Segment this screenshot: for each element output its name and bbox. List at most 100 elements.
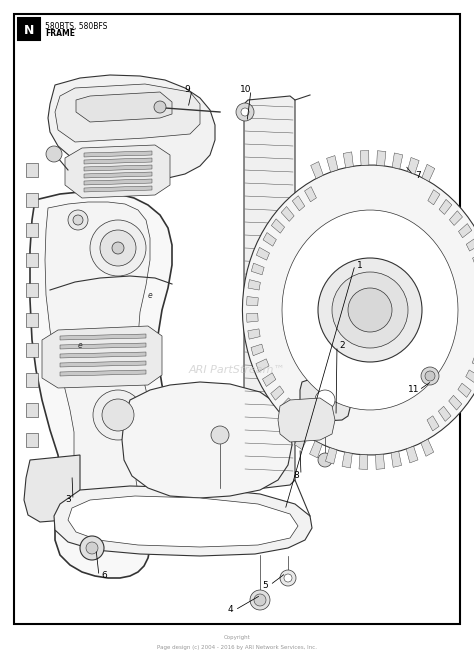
Circle shape [318,258,422,362]
Polygon shape [26,283,38,297]
Polygon shape [439,199,452,214]
Polygon shape [449,210,463,226]
Polygon shape [256,248,270,260]
Circle shape [284,574,292,582]
Polygon shape [48,75,215,178]
Polygon shape [421,439,434,456]
Polygon shape [84,186,152,192]
Text: e: e [78,341,82,349]
Polygon shape [327,155,338,172]
Polygon shape [360,151,369,165]
Text: 10: 10 [240,86,252,94]
Polygon shape [24,455,80,522]
Circle shape [46,146,62,162]
Polygon shape [472,356,474,369]
Circle shape [318,453,332,467]
Text: FRAME: FRAME [45,29,75,39]
Text: 2: 2 [339,341,345,351]
Polygon shape [458,383,471,397]
Polygon shape [263,373,276,386]
Circle shape [332,272,408,348]
Text: 7: 7 [415,171,421,179]
Polygon shape [55,84,200,142]
Polygon shape [256,359,269,372]
Polygon shape [281,398,293,412]
Circle shape [80,536,104,560]
Polygon shape [359,455,368,469]
Polygon shape [438,406,451,422]
Polygon shape [30,192,172,578]
Polygon shape [246,297,258,305]
Polygon shape [76,92,172,122]
Text: 8: 8 [293,471,299,479]
Text: Copyright: Copyright [224,635,250,641]
Polygon shape [294,432,308,450]
Polygon shape [26,253,38,267]
Circle shape [241,108,249,116]
Polygon shape [246,313,258,322]
Circle shape [90,220,146,276]
Polygon shape [449,395,462,410]
Polygon shape [391,452,401,467]
Polygon shape [65,145,170,198]
Polygon shape [292,196,305,211]
Polygon shape [427,416,439,431]
Polygon shape [244,96,295,490]
Text: 4: 4 [227,606,233,614]
Polygon shape [242,165,474,455]
Polygon shape [305,187,317,202]
Polygon shape [271,219,284,233]
Polygon shape [377,151,386,166]
Text: N: N [24,23,34,37]
Circle shape [236,103,254,121]
Text: 580BTS, 580BFS: 580BTS, 580BFS [45,21,108,31]
Polygon shape [26,403,38,417]
FancyBboxPatch shape [14,14,460,624]
Circle shape [315,390,335,410]
Circle shape [102,399,134,431]
Polygon shape [282,210,458,410]
Polygon shape [271,386,284,400]
Polygon shape [26,163,38,177]
Polygon shape [466,238,474,251]
Circle shape [86,542,98,554]
Text: ARI PartStream™: ARI PartStream™ [189,365,285,375]
Polygon shape [84,158,152,164]
Polygon shape [60,343,146,349]
Polygon shape [60,334,146,340]
Polygon shape [428,190,440,205]
Polygon shape [26,223,38,237]
Circle shape [425,371,435,381]
Polygon shape [310,441,322,458]
Polygon shape [60,370,146,376]
Polygon shape [407,157,419,174]
Polygon shape [68,496,298,547]
Circle shape [254,594,266,606]
Polygon shape [248,329,260,339]
Circle shape [73,215,83,225]
Circle shape [421,367,439,385]
Polygon shape [84,179,152,185]
Polygon shape [45,202,150,526]
Text: e: e [147,291,152,299]
Polygon shape [84,151,152,157]
Polygon shape [458,224,472,238]
Polygon shape [473,253,474,266]
Circle shape [68,210,88,230]
Polygon shape [60,361,146,367]
Polygon shape [60,352,146,358]
Polygon shape [251,344,264,356]
Polygon shape [406,446,418,463]
Text: 1: 1 [357,260,363,270]
Polygon shape [300,378,350,422]
Polygon shape [26,433,38,447]
Polygon shape [392,153,403,169]
Text: 6: 6 [101,572,107,580]
Circle shape [100,230,136,266]
Polygon shape [251,263,264,275]
Circle shape [154,101,166,113]
Circle shape [93,390,143,440]
Polygon shape [375,454,385,469]
Polygon shape [342,452,352,468]
Polygon shape [248,280,260,290]
